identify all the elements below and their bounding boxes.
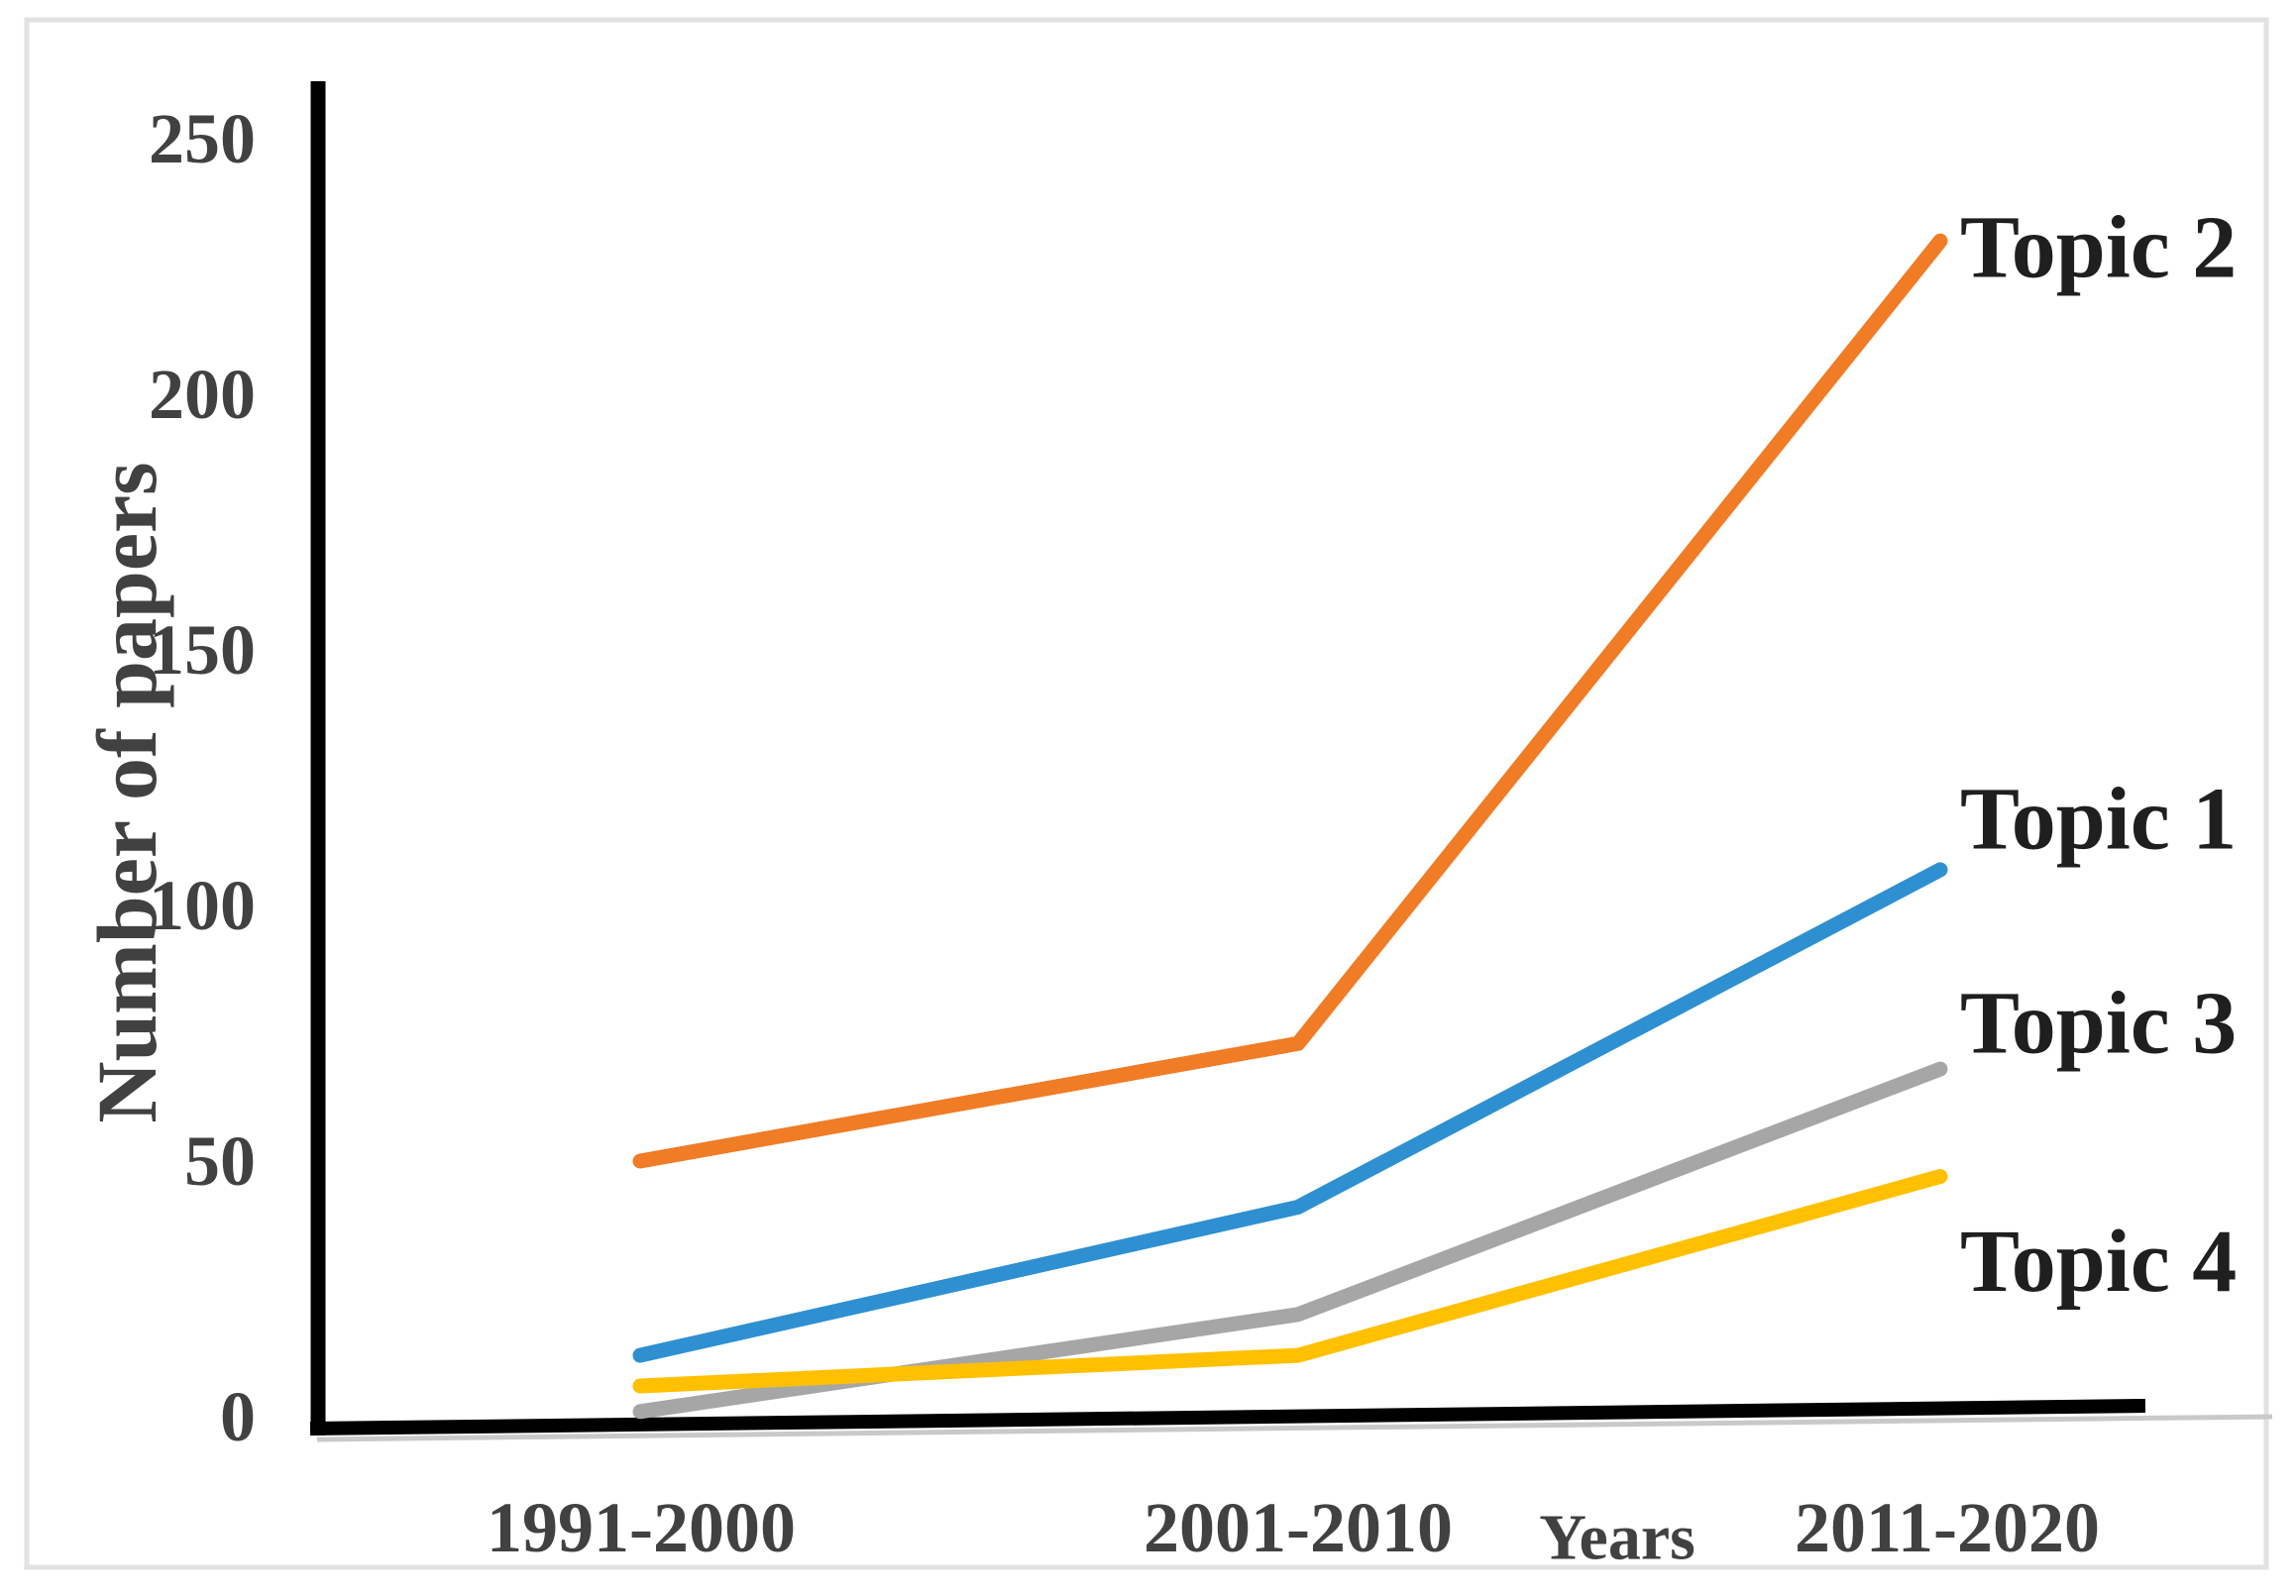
zero-baseline <box>316 1414 2273 1442</box>
y-tick-label: 0 <box>220 1377 256 1456</box>
series-label-topic-1: Topic 1 <box>1960 770 2237 868</box>
x-tick-label: 2011-2020 <box>1795 1488 2100 1567</box>
x-tick-label: 1991-2000 <box>487 1488 796 1567</box>
series-line-topic-1 <box>632 862 1948 1363</box>
y-tick-label: 250 <box>149 99 256 178</box>
figure-frame <box>24 17 2269 1570</box>
series-line-topic-4 <box>632 1169 1948 1394</box>
y-tick-label: 150 <box>149 610 256 690</box>
series-label-topic-3: Topic 3 <box>1960 975 2237 1073</box>
y-tick-label: 50 <box>184 1121 256 1201</box>
x-axis-title: Years <box>1539 1502 1695 1574</box>
y-tick-label: 100 <box>149 866 256 945</box>
series-label-topic-4: Topic 4 <box>1960 1213 2237 1311</box>
series-line-topic-2 <box>632 233 1948 1169</box>
x-axis-line <box>309 1399 2146 1436</box>
y-axis-title: Number of papers <box>79 462 174 1122</box>
y-tick-label: 200 <box>149 355 256 434</box>
series-label-topic-2: Topic 2 <box>1960 199 2237 297</box>
x-tick-label: 2001-2010 <box>1144 1488 1453 1567</box>
